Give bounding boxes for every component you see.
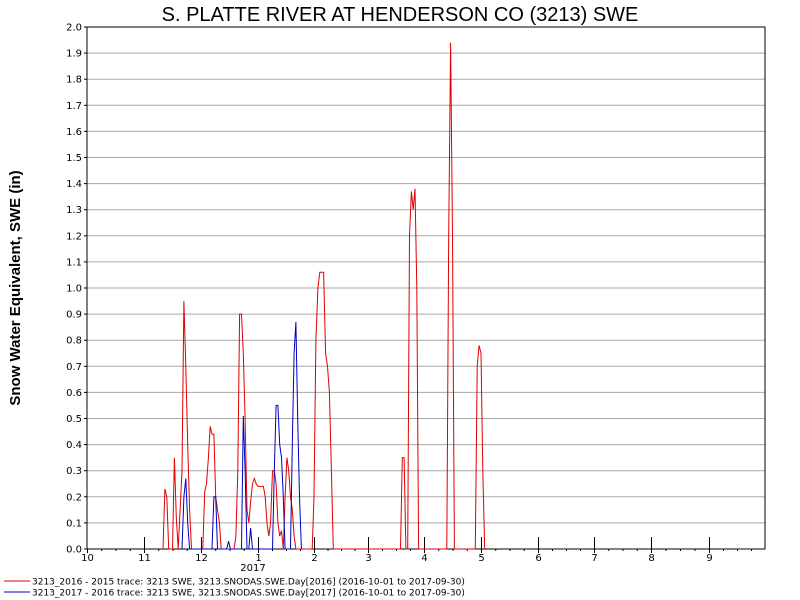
y-tick-label: 0.3 <box>66 466 82 477</box>
legend: 3213_2016 - 2015 trace: 3213 SWE, 3213.S… <box>4 578 465 599</box>
x-axis-ticks: 10 11 12 1 2 3 4 5 6 7 8 9 <box>81 537 752 564</box>
y-tick-label: 1.3 <box>66 205 82 216</box>
y-tick-label: 1.2 <box>66 231 82 242</box>
y-tick-label: 0.0 <box>66 545 82 556</box>
x-tick-label: 3 <box>365 553 371 564</box>
legend-label: 3213_2017 - 2016 trace: 3213 SWE, 3213.S… <box>32 589 465 599</box>
y-tick-label: 0.4 <box>66 440 82 451</box>
y-tick-label: 1.5 <box>66 153 82 164</box>
y-tick-label: 0.9 <box>66 310 82 321</box>
x-tick-label: 5 <box>478 553 484 564</box>
y-tick-label: 2.0 <box>66 23 82 34</box>
y-tick-label: 0.1 <box>66 518 82 529</box>
y-tick-label: 0.2 <box>66 492 82 503</box>
y-tick-label: 0.7 <box>66 362 82 373</box>
y-axis-ticks: 0.0 0.1 0.2 0.3 0.4 0.5 0.6 0.7 0.8 0.9 1.0 1.1 1.2 1… <box>66 23 87 556</box>
y-tick-label: 1.4 <box>66 179 82 190</box>
x-tick-label: 11 <box>138 553 151 564</box>
series-line-0 <box>162 42 486 550</box>
x-axis-year-label: 2017 <box>240 563 265 574</box>
grid-lines <box>87 26 765 550</box>
x-tick-label: 12 <box>195 553 208 564</box>
series-line-1 <box>181 321 302 550</box>
x-tick-label: 6 <box>535 553 541 564</box>
x-tick-label: 1 <box>255 553 261 564</box>
x-tick-label: 7 <box>591 553 597 564</box>
y-axis-label: Snow Water Equivalent, SWE (in) <box>7 170 24 405</box>
series-group <box>162 42 486 550</box>
y-tick-label: 1.9 <box>66 49 82 60</box>
y-tick-label: 0.5 <box>66 414 82 425</box>
y-tick-label: 1.6 <box>66 127 82 138</box>
x-tick-label: 9 <box>706 553 712 564</box>
y-tick-label: 0.8 <box>66 336 82 347</box>
x-tick-label: 8 <box>648 553 654 564</box>
y-tick-label: 1.0 <box>66 284 82 295</box>
y-tick-label: 1.8 <box>66 75 82 86</box>
x-tick-label: 4 <box>421 553 427 564</box>
x-tick-label: 2 <box>311 553 317 564</box>
chart-title: S. PLATTE RIVER AT HENDERSON CO (3213) S… <box>162 4 639 26</box>
x-tick-label: 10 <box>81 553 94 564</box>
y-tick-label: 1.1 <box>66 257 82 268</box>
y-tick-label: 1.7 <box>66 101 82 112</box>
y-tick-label: 0.6 <box>66 388 82 399</box>
legend-label: 3213_2016 - 2015 trace: 3213 SWE, 3213.S… <box>32 578 465 588</box>
